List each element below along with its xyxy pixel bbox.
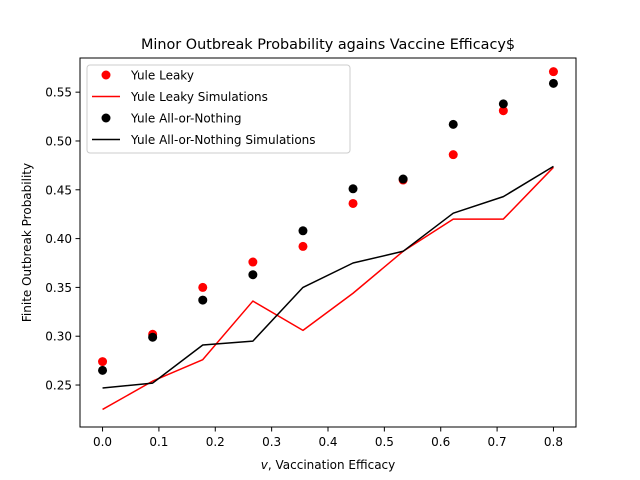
series-3: [102, 165, 554, 389]
plot-area: [98, 67, 558, 411]
data-point: [248, 257, 258, 267]
y-tick-label: 0.25: [45, 379, 72, 393]
x-tick-label: 0.4: [318, 435, 337, 449]
legend-item-1: Yule Leaky Simulations: [92, 90, 268, 104]
legend: Yule Leaky Yule Leaky Simulations Yule All…: [86, 64, 351, 154]
legend-label: Yule All-or-Nothing Simulations: [130, 133, 316, 147]
y-axis-ticks: 0.25 0.30 0.35 0.40 0.45 0.50 0.55: [45, 86, 80, 393]
data-point: [198, 295, 208, 305]
legend-marker-swatch: [101, 113, 111, 123]
y-axis-label: Finite Outbreak Probability: [20, 163, 34, 322]
x-tick-label: 0.8: [544, 435, 563, 449]
legend-label: Yule Leaky Simulations: [130, 90, 268, 104]
data-point: [448, 119, 458, 129]
y-tick-label: 0.35: [45, 281, 72, 295]
data-point: [98, 365, 108, 375]
data-point: [198, 282, 208, 292]
data-point: [298, 226, 308, 236]
x-tick-label: 0.5: [375, 435, 394, 449]
y-tick-label: 0.45: [45, 183, 72, 197]
data-point: [348, 184, 358, 194]
legend-label: Yule Leaky: [130, 69, 194, 83]
data-point: [448, 150, 458, 160]
x-tick-label: 0.3: [262, 435, 281, 449]
series-1: [102, 166, 554, 411]
y-tick-label: 0.40: [45, 232, 72, 246]
data-point: [498, 106, 508, 116]
legend-marker-swatch: [101, 70, 111, 80]
x-tick-label: 0.6: [431, 435, 450, 449]
x-axis-label: v, Vaccination Efficacy: [261, 458, 396, 472]
x-axis-ticks: 0.0 0.1 0.2 0.3 0.4 0.5 0.6 0.7 0.8: [93, 427, 563, 449]
series-line: [102, 165, 554, 389]
x-tick-label: 0.0: [93, 435, 112, 449]
series-2: [98, 78, 558, 375]
y-tick-label: 0.50: [45, 134, 72, 148]
x-tick-label: 0.2: [206, 435, 225, 449]
legend-frame: [86, 64, 351, 154]
data-point: [148, 332, 158, 342]
x-axis-label-symbol: v: [261, 458, 269, 472]
legend-item-0: Yule Leaky: [101, 69, 194, 83]
data-point: [498, 99, 508, 109]
legend-label: Yule All-or-Nothing: [130, 112, 242, 126]
y-tick-label: 0.30: [45, 330, 72, 344]
data-point: [248, 270, 258, 280]
data-point: [398, 174, 408, 184]
x-tick-label: 0.1: [149, 435, 168, 449]
data-point: [298, 241, 308, 251]
x-tick-label: 0.7: [488, 435, 507, 449]
data-point: [548, 78, 558, 88]
legend-item-3: Yule All-or-Nothing Simulations: [92, 133, 316, 147]
legend-item-2: Yule All-or-Nothing: [101, 112, 242, 126]
series-line: [102, 166, 554, 411]
data-point: [348, 198, 358, 208]
data-point: [548, 67, 558, 77]
y-tick-label: 0.55: [45, 86, 72, 100]
chart-title: Minor Outbreak Probability agains Vaccin…: [141, 37, 515, 53]
x-axis-label-text: , Vaccination Efficacy: [268, 458, 395, 472]
data-point: [98, 357, 108, 367]
